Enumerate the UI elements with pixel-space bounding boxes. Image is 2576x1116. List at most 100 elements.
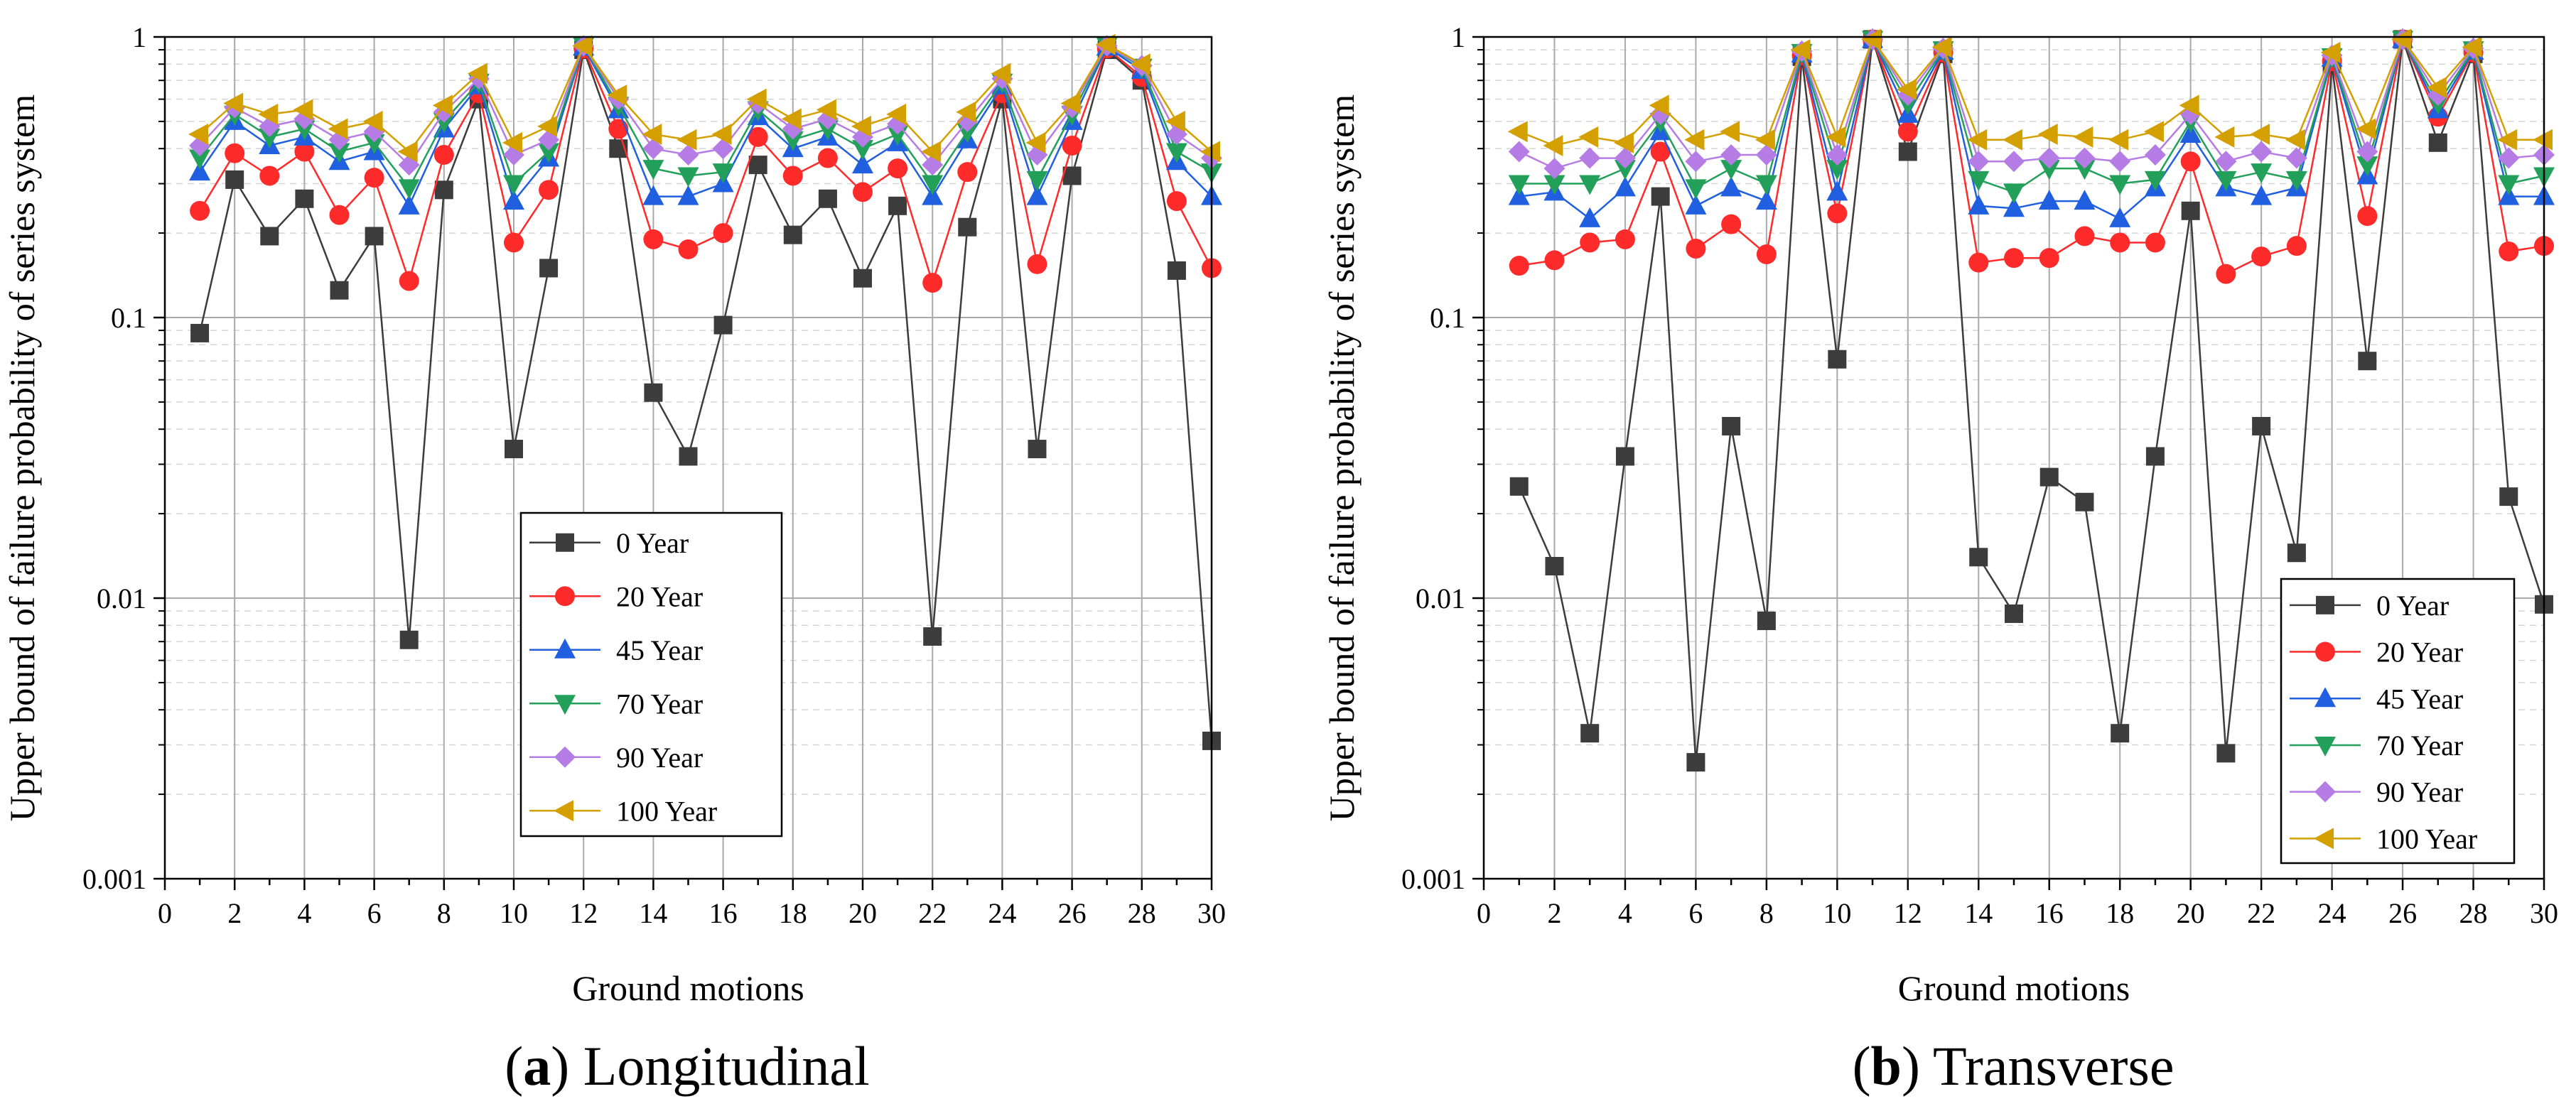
data-point — [2145, 447, 2165, 466]
legend-marker — [554, 746, 576, 768]
data-point — [503, 190, 524, 210]
data-point — [1165, 143, 1187, 163]
legend-label: 70 Year — [2376, 730, 2463, 762]
data-point — [1897, 121, 1918, 142]
data-point — [1757, 611, 1776, 630]
legend-label: 20 Year — [2376, 636, 2463, 668]
legend: 0 Year 20 Year 45 Year 70 Year 90 Year 100 Ye… — [2280, 578, 2516, 865]
y-tick-label: 0.01 — [97, 583, 146, 614]
data-point — [1545, 556, 1564, 575]
data-point — [782, 166, 803, 186]
data-point — [328, 118, 348, 140]
data-point — [1167, 261, 1186, 280]
data-point — [1614, 147, 1636, 169]
data-point — [2356, 141, 2378, 163]
data-point — [1543, 158, 1565, 180]
y-axis-title: Upper bound of failure probability of se… — [1322, 94, 1362, 821]
data-point — [2005, 604, 2023, 623]
legend-box — [519, 511, 783, 838]
x-tick-label: 22 — [918, 897, 947, 929]
data-point — [1508, 141, 1530, 163]
data-point — [607, 85, 627, 107]
legend-label: 100 Year — [616, 795, 717, 827]
data-point — [2356, 118, 2376, 140]
series-line — [1519, 37, 2544, 147]
data-point — [189, 161, 211, 181]
x-tick-label: 14 — [639, 897, 667, 929]
series-100-year — [1507, 28, 2553, 156]
data-point — [1686, 753, 1705, 772]
data-point — [1861, 28, 1882, 50]
data-point — [1755, 175, 1777, 195]
y-axis-title: Upper bound of failure probability of se… — [2, 94, 42, 821]
data-point — [713, 223, 733, 244]
data-point — [991, 63, 1011, 85]
data-point — [1686, 239, 1706, 259]
data-point — [817, 148, 838, 168]
data-point — [1755, 143, 1777, 166]
legend-item: 70 Year — [529, 688, 703, 720]
data-point — [2215, 151, 2237, 173]
data-point — [2179, 122, 2202, 143]
x-tick-label: 10 — [500, 897, 528, 929]
legend-item: 90 Year — [529, 742, 703, 774]
data-point — [1062, 135, 1082, 156]
data-point — [853, 182, 873, 202]
data-point — [2075, 492, 2094, 511]
data-point — [1026, 185, 1048, 205]
data-point — [328, 143, 350, 163]
data-point — [1722, 416, 1741, 435]
data-point — [748, 126, 768, 147]
data-point — [538, 143, 560, 163]
data-point — [2110, 232, 2130, 253]
data-point — [1615, 447, 1634, 466]
data-point — [746, 88, 767, 110]
data-point — [1025, 131, 1046, 153]
data-point — [294, 141, 315, 162]
panel-caption: (b) Transverse — [1853, 1035, 2174, 1097]
x-tick-label: 24 — [988, 897, 1016, 929]
data-point — [677, 185, 699, 205]
data-point — [2038, 147, 2060, 169]
data-point — [1578, 126, 1599, 148]
data-point — [1720, 176, 1742, 197]
data-point — [677, 167, 699, 188]
data-point — [225, 143, 245, 163]
data-point — [2074, 147, 2096, 169]
data-point — [260, 227, 279, 246]
legend-item: 20 Year — [529, 580, 703, 612]
x-tick-label: 0 — [158, 897, 172, 929]
y-tick-label: 1 — [132, 21, 146, 53]
data-point — [2251, 163, 2273, 184]
y-axis: 0.001 0.01 0.1 1 — [82, 21, 165, 895]
legend-label: 45 Year — [2376, 683, 2463, 715]
legend-label: 70 Year — [616, 688, 703, 720]
legend-item: 100 Year — [529, 795, 717, 827]
caption-close-paren: ) — [1902, 1035, 1933, 1097]
data-point — [1684, 129, 1705, 151]
series-line — [1519, 37, 2545, 193]
data-point — [2074, 160, 2096, 180]
data-point — [2143, 121, 2164, 143]
y-tick-label: 0.1 — [111, 302, 146, 334]
x-tick-label: 8 — [1759, 897, 1774, 929]
data-point — [399, 271, 419, 291]
data-point — [1756, 244, 1777, 265]
data-point — [330, 281, 349, 300]
series-100-year — [188, 33, 1220, 163]
data-point — [711, 123, 732, 145]
data-point — [643, 229, 664, 249]
series-70-year — [189, 37, 1222, 200]
data-point — [188, 123, 209, 145]
legend-item: 45 Year — [2290, 683, 2463, 715]
data-point — [398, 194, 420, 215]
data-point — [1509, 477, 1529, 496]
data-point — [1969, 548, 1988, 567]
x-tick-label: 22 — [2247, 897, 2275, 929]
legend-item: 20 Year — [2290, 636, 2463, 668]
legend-item: 100 Year — [2290, 823, 2477, 855]
data-point — [2285, 129, 2305, 151]
data-point — [1650, 141, 1671, 162]
data-point — [642, 185, 664, 205]
